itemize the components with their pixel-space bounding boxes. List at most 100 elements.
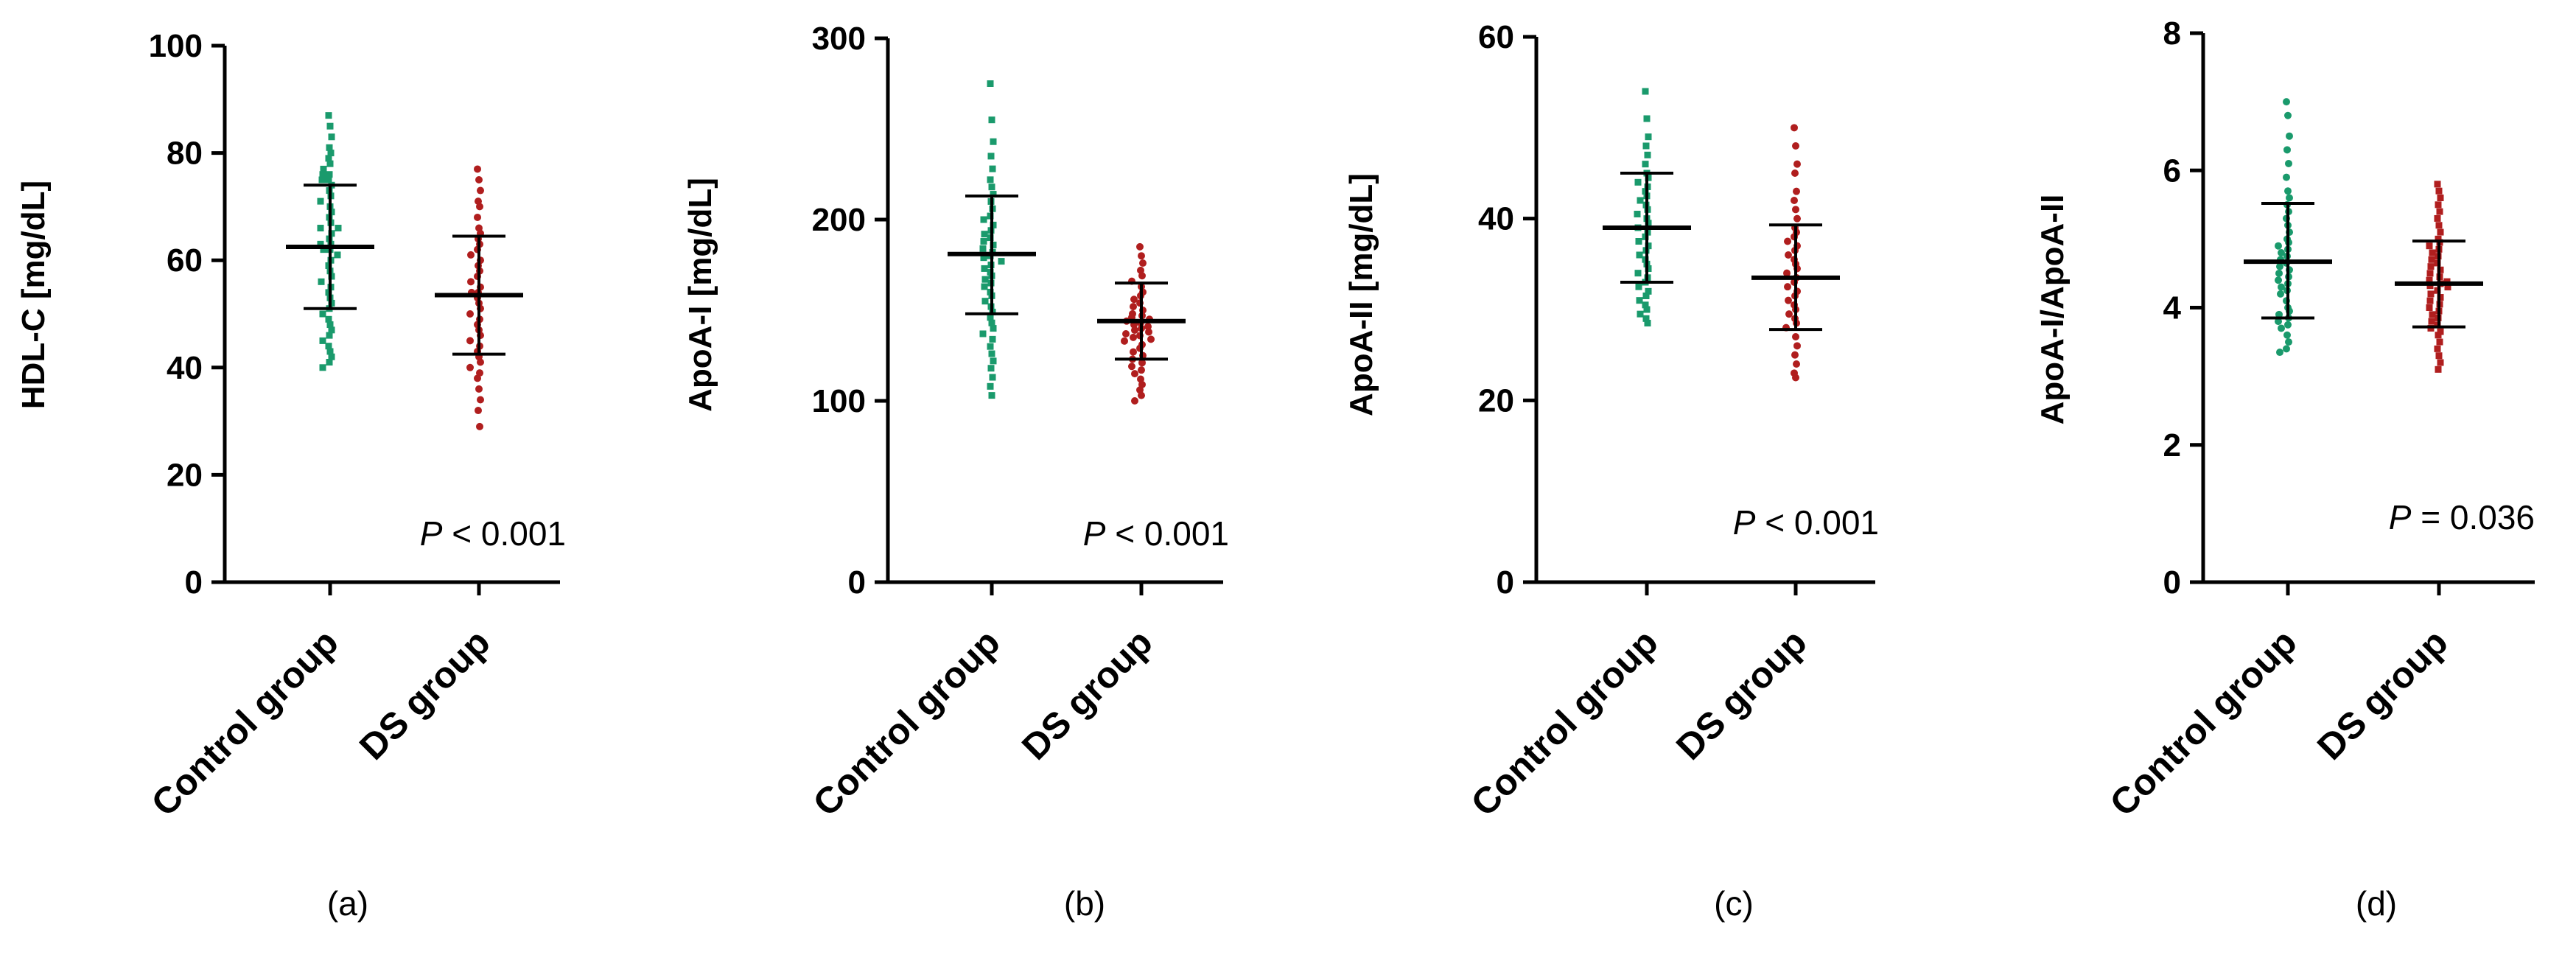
panel-a-point-ds [477,396,484,404]
panel-b-point-ds [1144,323,1152,331]
panel-c-point-control [1637,197,1644,204]
panel-b-point-ds [1128,363,1135,371]
panel-c-cat-label-ds: DS group [1668,621,1815,768]
panel-a-point-control [328,326,335,334]
panel-d-point-ds [2426,304,2433,311]
panel-c-point-ds [1792,333,1799,340]
panel-c-point-ds [1791,169,1799,177]
panel-d-point-ds [2435,222,2443,229]
panel-a-cat-label-ds: DS group [351,621,498,768]
panel-a-point-control [320,165,327,172]
panel-a-point-ds [475,176,483,183]
panel-b-point-control [981,265,988,272]
panel-c-point-control [1635,283,1642,290]
panel-c-ytick-label: 40 [1478,201,1514,237]
panel-d-point-ds [2435,332,2442,339]
panel-a-ytick-label: 100 [149,28,203,64]
panel-b-point-control [990,325,997,332]
panel-c-point-control [1642,88,1649,95]
panel-c-xaxis [1536,580,1875,595]
panel-d-point-ds [2426,270,2434,277]
panel-b-point-ds [1131,397,1138,405]
panel-b-xaxis [888,580,1223,595]
panel-b-point-control [998,258,1005,265]
panel-a-point-ds [467,251,475,259]
panel-b-point-control [988,183,995,191]
panel-c-point-ds [1785,251,1792,259]
panel-b-point-ds [1147,335,1155,343]
panel-d-point-ds [2437,195,2444,201]
panel-d-point-control [2283,98,2290,106]
panel-a-pvalue: P < 0.001 [420,514,566,553]
panel-b-point-control [980,216,987,223]
panel-d-point-control [2285,159,2292,167]
panel-d-point-ds [2444,284,2451,291]
panel-d-point-ds [2429,311,2436,318]
panel-d-point-ds [2426,242,2433,250]
panel-d-point-ds [2436,208,2443,215]
panel-a-ylabel: HDL-C [mg/dL] [15,181,52,409]
panel-c-ytick-label: 0 [1497,564,1514,601]
panel-d-point-ds [2426,276,2433,284]
panel-d-point-control [2283,331,2291,339]
panel-c-point-control [1634,211,1641,217]
panel-a-point-control [327,150,335,157]
panel-b-point-ds [1130,333,1137,341]
panel-a-point-ds [474,374,481,382]
panel-b-point-control [987,382,994,390]
panel-c-pvalue: P < 0.001 [1733,503,1879,542]
panel-c-point-ds [1792,374,1799,382]
panel-a-point-ds [475,407,482,415]
panel-a-point-control [318,278,325,285]
panel-a-point-control [317,225,324,232]
panel-a-point-control [335,225,342,232]
panel-d-point-control [2275,318,2282,326]
panel-c-point-control [1635,238,1642,245]
panel-b-point-control [980,238,987,245]
panel-a-point-control [325,176,332,183]
panel-b-point-ds [1138,359,1146,367]
panel-a-point-control [318,176,326,183]
panel-d-point-ds [2429,249,2436,256]
panel-d-point-control [2283,345,2290,353]
panel-b-point-ds [1138,252,1145,260]
panel-b-point-control [981,231,988,238]
panel-a-point-control [319,310,326,318]
panel-b-point-control [987,80,994,87]
panel-d-point-control [2284,321,2292,329]
panel-c-point-ds [1793,342,1801,350]
panel-c-point-control [1642,301,1649,309]
panel-c-point-ds [1792,142,1799,150]
panel-c-point-ds [1793,214,1801,223]
panel-d-point-control [2286,132,2293,140]
panel-b-label: (b) [1064,884,1105,923]
panel-a-pvalue-text: < 0.001 [442,514,566,553]
panel-d-point-ds [2434,214,2441,222]
panel-a-ytick-label: 0 [185,564,203,601]
panel-c-point-control [1644,151,1651,158]
panel-a-points [317,112,484,430]
panel-c-point-control [1642,161,1649,168]
panel-d-ytick-label: 4 [2163,290,2182,326]
panel-b-point-control [990,357,997,365]
panel-c-point-control [1636,251,1643,259]
panel-c-stats [1603,172,1840,332]
panel-d-point-ds [2435,365,2442,373]
panel-a-point-control [325,112,332,119]
panel-d-points [2275,98,2451,373]
panel-a-point-ds [477,186,484,195]
panel-b-point-control [988,350,995,357]
panel-b-point-control [989,165,996,172]
panel-c-point-control [1642,293,1650,299]
panel-a-point-control [326,359,333,366]
panel-b-point-control [981,276,989,283]
panel-b-point-control [987,365,995,372]
panel-d-point-ds [2435,235,2442,242]
panel-d-ytick-label: 0 [2163,564,2181,601]
panel-d-point-control [2283,173,2290,181]
panel-c-point-ds [1785,296,1792,304]
panel-c-point-ds [1792,206,1799,214]
panel-a-point-ds [466,363,474,371]
panel-d-cat-label-control: Control group [2102,621,2305,824]
panel-b-yaxis: 0 100 200 300 [812,21,890,601]
